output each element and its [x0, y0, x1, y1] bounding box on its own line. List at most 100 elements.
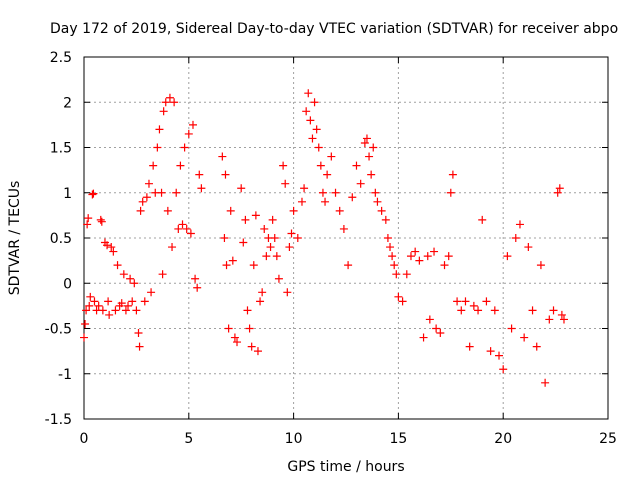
data-point	[124, 301, 133, 310]
data-point	[314, 143, 323, 152]
data-point	[109, 247, 118, 256]
data-point	[113, 261, 122, 270]
data-point	[134, 329, 143, 338]
data-point	[274, 274, 283, 283]
data-point	[249, 261, 258, 270]
data-point	[268, 215, 277, 224]
data-point	[528, 306, 537, 315]
data-point	[335, 206, 344, 215]
data-point	[339, 224, 348, 233]
data-point	[331, 188, 340, 197]
data-point	[478, 215, 487, 224]
data-point	[94, 301, 103, 310]
data-point	[419, 333, 428, 342]
x-tick-label: 25	[599, 431, 617, 447]
data-point	[168, 243, 177, 252]
data-point	[260, 224, 269, 233]
data-point	[245, 324, 254, 333]
data-point	[184, 129, 193, 138]
data-point	[81, 319, 90, 328]
data-point	[415, 256, 424, 265]
data-point	[170, 98, 179, 107]
data-point	[155, 125, 164, 134]
data-point	[312, 125, 321, 134]
data-point	[381, 215, 390, 224]
data-point	[430, 247, 439, 256]
data-point	[105, 310, 114, 319]
data-point	[138, 197, 147, 206]
data-point	[499, 365, 508, 374]
data-point	[541, 378, 550, 387]
data-point	[182, 224, 191, 233]
data-point	[453, 297, 462, 306]
data-point	[553, 188, 562, 197]
data-point	[132, 306, 141, 315]
x-tick-label: 10	[285, 431, 303, 447]
y-axis: -1.5 -1 -0.5 0 0.5 1 1.5 2 2.5	[45, 50, 608, 428]
data-point	[247, 342, 256, 351]
data-point	[377, 206, 386, 215]
data-point	[258, 288, 267, 297]
data-point	[97, 217, 106, 226]
data-point	[444, 252, 453, 261]
data-point	[402, 270, 411, 279]
data-point	[365, 152, 374, 161]
data-point	[251, 211, 260, 220]
y-tick-label: 2	[63, 95, 72, 111]
data-point	[297, 197, 306, 206]
data-point	[256, 297, 265, 306]
data-point	[241, 215, 250, 224]
data-point	[532, 342, 541, 351]
data-point	[89, 189, 98, 198]
data-point	[362, 134, 371, 143]
data-point	[224, 324, 233, 333]
y-tick-label: 0	[63, 276, 72, 292]
x-tick-label: 20	[494, 431, 512, 447]
data-point	[394, 292, 403, 301]
data-point	[85, 301, 94, 310]
data-point	[197, 184, 206, 193]
data-point	[88, 190, 97, 199]
data-point	[283, 288, 292, 297]
data-point	[555, 184, 564, 193]
x-tick-label: 15	[389, 431, 407, 447]
data-point	[436, 329, 445, 338]
data-point	[147, 288, 156, 297]
y-tick-label: 0.5	[50, 231, 72, 247]
x-tick-label: 5	[184, 431, 193, 447]
data-points	[80, 89, 568, 387]
data-point	[96, 215, 105, 224]
data-point	[174, 224, 183, 233]
data-point	[178, 220, 187, 229]
data-point	[300, 184, 309, 193]
data-point	[193, 283, 202, 292]
data-point	[411, 247, 420, 256]
data-point	[386, 243, 395, 252]
data-point	[237, 184, 246, 193]
data-point	[98, 306, 107, 315]
grid	[84, 57, 608, 419]
data-point	[423, 252, 432, 261]
y-tick-label: 2.5	[50, 50, 72, 66]
data-point	[220, 234, 229, 242]
data-point	[289, 206, 298, 215]
data-point	[373, 197, 382, 206]
data-point	[153, 143, 162, 152]
data-point	[511, 234, 520, 242]
data-point	[285, 243, 294, 252]
data-point	[180, 143, 189, 152]
data-point	[188, 120, 197, 129]
data-point	[367, 170, 376, 179]
data-point	[128, 297, 137, 306]
data-point	[302, 107, 311, 116]
data-point	[371, 188, 380, 197]
data-point	[321, 197, 330, 206]
data-point	[161, 98, 170, 107]
data-point	[318, 188, 327, 197]
data-point	[520, 333, 529, 342]
data-point	[344, 261, 353, 270]
data-point	[82, 306, 91, 315]
data-point	[465, 342, 474, 351]
data-point	[126, 274, 135, 283]
